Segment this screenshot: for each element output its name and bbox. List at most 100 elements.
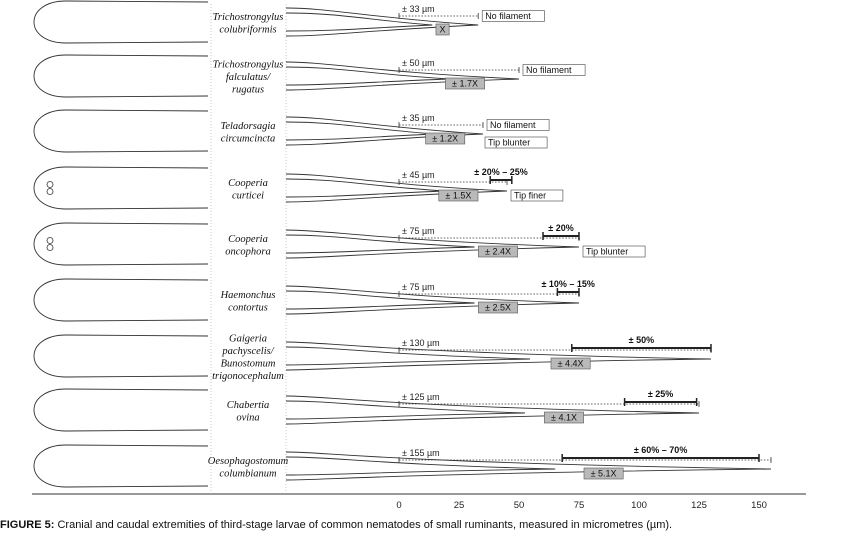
species-name-line: Haemonchus bbox=[220, 290, 276, 301]
axis-tick-label: 125 bbox=[691, 500, 707, 511]
species-name-line: curticei bbox=[232, 190, 264, 201]
species-names: TrichostrongyluscolubriformisTrichostron… bbox=[208, 12, 289, 480]
sheath-outline bbox=[285, 285, 580, 315]
sheath-length-label: ± 130 µm bbox=[402, 338, 440, 348]
axis-tick-label: 100 bbox=[631, 500, 647, 511]
head-drawing bbox=[33, 444, 209, 488]
note-label: Tip blunter bbox=[586, 247, 628, 257]
species-name-line: columbianum bbox=[219, 468, 277, 479]
ratio-label: ± 4.4X bbox=[558, 359, 584, 369]
ratio-label: ± 5.1X bbox=[591, 469, 617, 479]
note-label: No filament bbox=[526, 65, 572, 75]
filament-percent-label: ± 10% – 15% bbox=[541, 279, 594, 289]
note-box bbox=[481, 10, 545, 22]
ratio-label: X bbox=[440, 25, 446, 35]
head-outline bbox=[33, 166, 209, 210]
species-name-line: Cooperia bbox=[228, 178, 268, 189]
head-outline bbox=[33, 388, 209, 432]
species-name-line: ovina bbox=[236, 412, 259, 423]
sheath-length-label: ± 50 µm bbox=[402, 58, 435, 68]
tail-drawing: ± 130 µm ± 4.4X ± 50% bbox=[285, 335, 712, 371]
sheath-length-label: ± 75 µm bbox=[402, 226, 435, 236]
filament-percent-label: ± 50% bbox=[629, 335, 654, 345]
larval-tail-outline bbox=[285, 456, 556, 476]
species-name-line: trigonocephalum bbox=[212, 371, 284, 382]
sheath-length-label: ± 125 µm bbox=[402, 392, 440, 402]
sheath-outline bbox=[285, 116, 484, 146]
species-name-line: falculatus/ bbox=[226, 72, 271, 83]
ratio-badge bbox=[478, 301, 518, 314]
head-drawing bbox=[33, 166, 209, 210]
head-drawing bbox=[33, 278, 209, 322]
head-drawing bbox=[33, 109, 209, 153]
head-outline bbox=[33, 444, 209, 488]
sheath-outline bbox=[285, 61, 520, 91]
note-label: Tip finer bbox=[514, 191, 546, 201]
head-outline bbox=[33, 278, 209, 322]
ratio-badge bbox=[435, 23, 450, 36]
note-label: No filament bbox=[485, 11, 531, 21]
cranial-extremities bbox=[33, 0, 209, 488]
species-name-line: Oesophagostomum bbox=[208, 456, 289, 467]
note-box bbox=[486, 119, 550, 131]
ratio-label: ± 2.4X bbox=[485, 247, 511, 257]
ratio-label: ± 2.5X bbox=[485, 303, 511, 313]
species-name-line: Trichostrongylus bbox=[213, 12, 284, 23]
head-drawing bbox=[33, 222, 209, 266]
species-name-line: Gaigeria bbox=[229, 333, 267, 344]
refractile-body-icon bbox=[46, 188, 54, 195]
larval-tail-outline bbox=[285, 346, 531, 366]
head-outline bbox=[33, 54, 209, 98]
filament-percent-label: ± 20% – 25% bbox=[474, 167, 527, 177]
ratio-badge bbox=[425, 132, 466, 145]
refractile-body-icon bbox=[46, 237, 54, 244]
species-name-line: oncophora bbox=[225, 246, 271, 257]
species-name-line: contortus bbox=[228, 302, 268, 313]
head-drawing bbox=[33, 54, 209, 98]
larval-tail-outline bbox=[285, 400, 526, 420]
note-box bbox=[510, 189, 564, 202]
head-drawing bbox=[33, 0, 209, 44]
tail-drawing: ± 75 µm ± 2.5X ± 10% – 15% bbox=[285, 279, 595, 315]
sheath-length-label: ± 33 µm bbox=[402, 4, 435, 14]
ratio-label: ± 1.2X bbox=[432, 134, 458, 144]
ratio-badge bbox=[550, 357, 591, 370]
species-name-line: Chabertia bbox=[227, 400, 270, 411]
refractile-body-icon bbox=[46, 244, 54, 251]
sheath-outline bbox=[285, 229, 580, 259]
head-outline bbox=[33, 334, 209, 378]
head-drawing bbox=[33, 334, 209, 378]
tail-drawing: ± 155 µm ± 5.1X ± 60% – 70% bbox=[285, 445, 772, 481]
species-name-line: Bunostomum bbox=[221, 358, 276, 369]
larval-tail-outline bbox=[285, 12, 433, 32]
refractile-body-icon bbox=[46, 181, 54, 188]
tail-drawing: ± 125 µm ± 4.1X ± 25% bbox=[285, 389, 700, 425]
species-name-line: pachyscelis/ bbox=[221, 346, 274, 357]
head-drawing bbox=[33, 388, 209, 432]
caption-label: FIGURE 5: bbox=[0, 519, 55, 531]
filament-percent-label: ± 25% bbox=[648, 389, 673, 399]
ratio-label: ± 4.1X bbox=[551, 413, 577, 423]
note-box bbox=[522, 64, 586, 76]
note-label: Tip blunter bbox=[488, 138, 530, 148]
tail-drawing: ± 35 µm ± 1.2X No filament Tip blunter bbox=[285, 113, 550, 149]
axis-tick-label: 0 bbox=[396, 500, 401, 511]
sheath-outline bbox=[285, 451, 772, 481]
head-outline bbox=[33, 109, 209, 153]
tail-drawing: ± 75 µm ± 2.4X Tip blunter ± 20% bbox=[285, 223, 646, 259]
sheath-outline bbox=[285, 395, 700, 425]
species-name-line: Trichostrongylus bbox=[213, 60, 284, 71]
sheath-length-label: ± 75 µm bbox=[402, 282, 435, 292]
ratio-badge bbox=[544, 411, 584, 424]
filament-percent-label: ± 60% – 70% bbox=[634, 445, 687, 455]
ratio-label: ± 1.7X bbox=[452, 79, 478, 89]
caudal-extremities: ± 33 µm X No filament ± 50 µm ± 1.7X No filam… bbox=[285, 4, 772, 481]
head-outline bbox=[33, 222, 209, 266]
ratio-badge bbox=[583, 467, 624, 480]
species-name-line: colubriformis bbox=[219, 24, 276, 35]
figure-caption: FIGURE 5: Cranial and caudal extremities… bbox=[0, 519, 852, 531]
head-outline bbox=[33, 0, 209, 44]
axis-tick-label: 50 bbox=[514, 500, 525, 511]
axis-tick-label: 75 bbox=[574, 500, 585, 511]
